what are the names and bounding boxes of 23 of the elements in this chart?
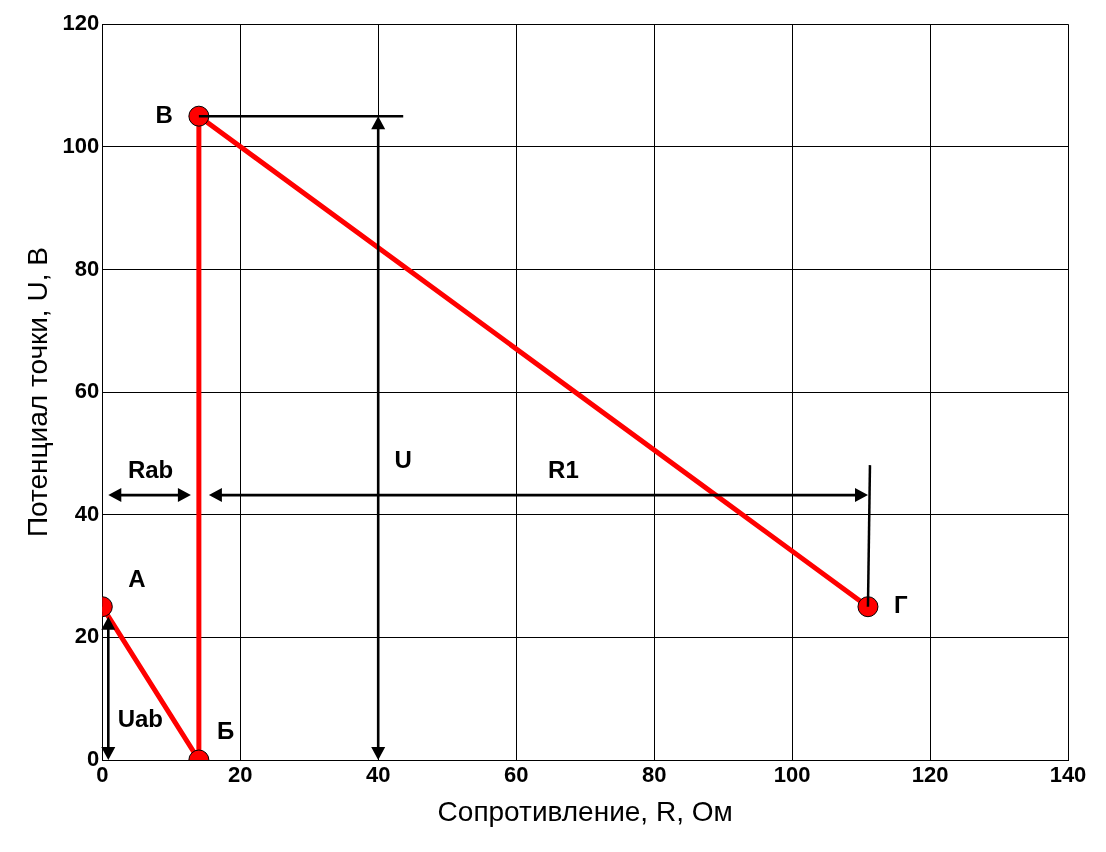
x-tick-label: 60 [503, 762, 529, 788]
x-tick-label: 120 [911, 762, 949, 788]
x-axis-title: Сопротивление, R, Ом [437, 795, 733, 827]
y-tick-label: 60 [74, 378, 100, 404]
annotation: Б [216, 716, 235, 744]
x-tick-label: 40 [365, 762, 391, 788]
y-axis-title: Потенциал точки, U, В [21, 247, 53, 538]
annotation: Rab [127, 455, 174, 483]
y-tick-label: 40 [74, 500, 100, 526]
x-tick-label: 20 [228, 762, 253, 788]
x-tick-label: 140 [1049, 762, 1087, 788]
annotation: Г [893, 591, 908, 619]
annotation: R1 [548, 455, 579, 483]
y-tick-label: 100 [62, 132, 100, 158]
annotation: А [128, 565, 146, 593]
y-tick-label: 80 [74, 255, 100, 281]
y-tick-label: 20 [74, 623, 100, 649]
annotation: Uab [117, 704, 163, 732]
y-tick-label: 120 [62, 10, 100, 36]
annotation: U [394, 445, 412, 473]
x-tick-label: 100 [773, 762, 811, 788]
annotation: В [155, 100, 173, 128]
x-tick-label: 80 [641, 762, 667, 788]
